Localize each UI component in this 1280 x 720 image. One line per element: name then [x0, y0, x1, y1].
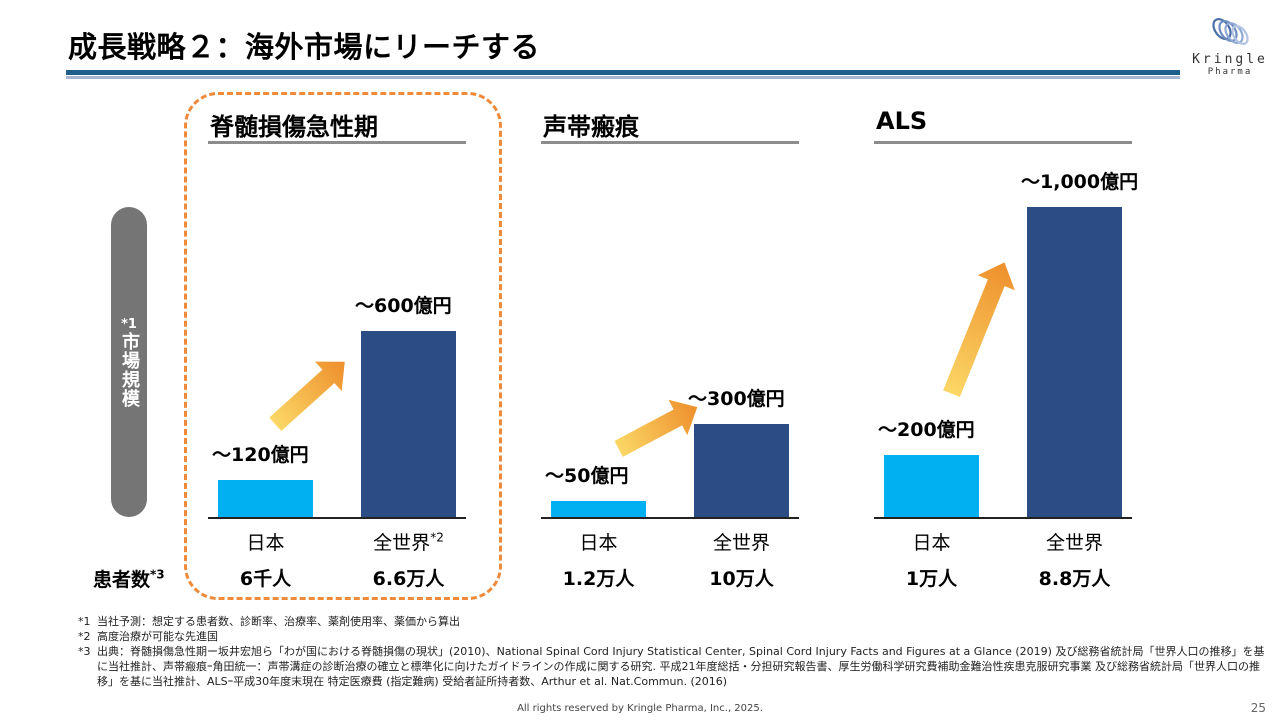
- patient-count-row-label: 患者数*3: [93, 565, 165, 592]
- category-label: 日本: [872, 528, 992, 555]
- patient-count: 8.8万人: [1038, 568, 1111, 590]
- footnote-key: *1: [78, 615, 91, 628]
- bar-value-label: ～1,000億円: [1021, 171, 1139, 193]
- chart-title: 脊髄損傷急性期: [210, 113, 378, 141]
- chart-title-rule: [541, 141, 799, 144]
- growth-arrow-shape: [269, 361, 345, 431]
- patient-count-footnote-ref: *3: [150, 567, 165, 582]
- footnotes: *1 当社予測：想定する患者数、診断率、治療率、薬剤使用率、薬価から算出 *2 高度…: [78, 614, 1267, 689]
- kringle-spiral-logo-icon: [1212, 18, 1249, 45]
- copyright-footer: All rights reserved by Kringle Pharma, I…: [517, 703, 763, 714]
- chart-baseline: [874, 517, 1132, 519]
- patient-count: 6.6万人: [372, 568, 445, 590]
- footnote-3: *3 出典：脊髄損傷急性期ー坂井宏旭ら「わが国における脊髄損傷の現状」(2010)…: [78, 644, 1267, 689]
- footnote-2: *2 高度治療が可能な先進国: [78, 629, 1267, 644]
- logo-brand-text: Kringle: [1192, 52, 1268, 67]
- category-label: 日本: [206, 528, 326, 555]
- category-label: 日本: [539, 528, 659, 555]
- footnote-text: 出典：脊髄損傷急性期ー坂井宏旭ら「わが国における脊髄損傷の現状」(2010)、N…: [97, 645, 1265, 688]
- category-text: 全世界: [373, 532, 431, 554]
- spinal-cord-highlight-box: [184, 92, 502, 600]
- category-text: 全世界: [712, 532, 770, 554]
- market-size-footnote-ref: *1: [121, 316, 137, 332]
- chart-baseline: [541, 517, 799, 519]
- bar-world: [694, 424, 789, 517]
- bar-japan: [218, 480, 313, 517]
- footnote-1: *1 当社予測：想定する患者数、診断率、治療率、薬剤使用率、薬価から算出: [78, 614, 1267, 629]
- category-footnote-ref: *2: [430, 530, 444, 545]
- growth-arrow-shape: [613, 399, 697, 457]
- page-number: 25: [1250, 701, 1266, 715]
- patient-count: 1万人: [905, 568, 958, 590]
- bar-value-label: ～120億円: [212, 444, 309, 466]
- growth-arrow-icon: [613, 399, 697, 457]
- bar-value-label: ～300億円: [688, 388, 785, 410]
- patient-count: 1.2万人: [562, 568, 635, 590]
- chart-title-rule: [208, 141, 466, 144]
- patient-count-label-text: 患者数: [93, 569, 151, 591]
- category-text: 全世界: [1045, 532, 1103, 554]
- chart-title: ALS: [876, 107, 928, 135]
- bar-value-label: ～50億円: [545, 465, 629, 487]
- company-logo: Kringle Pharma: [1190, 14, 1270, 77]
- growth-arrow-shape: [942, 262, 1015, 397]
- title-underline-secondary: [66, 76, 1180, 79]
- market-size-axis-label: *1 市場規模: [111, 207, 147, 517]
- category-text: 日本: [246, 532, 285, 554]
- chart-title: 声帯瘢痕: [543, 113, 639, 141]
- footnote-text: 当社予測：想定する患者数、診断率、治療率、薬剤使用率、薬価から算出: [97, 615, 460, 628]
- patient-count: 10万人: [709, 568, 774, 590]
- growth-arrow-icon: [269, 361, 345, 431]
- market-size-label: 市場規模: [119, 331, 140, 408]
- bar-world: [1027, 207, 1122, 517]
- bar-japan: [884, 455, 979, 517]
- slide-title: 成長戦略２：海外市場にリーチする: [68, 30, 541, 64]
- footnote-key: *3: [78, 645, 91, 658]
- growth-arrow-icon: [942, 262, 1015, 397]
- footnote-text: 高度治療が可能な先進国: [97, 630, 218, 643]
- category-text: 日本: [912, 532, 951, 554]
- chart-baseline: [208, 517, 466, 519]
- bar-japan: [551, 501, 646, 517]
- bar-value-label: ～200億円: [878, 419, 975, 441]
- chart-title-rule: [874, 141, 1132, 144]
- footnote-key: *2: [78, 630, 91, 643]
- category-text: 日本: [579, 532, 618, 554]
- bar-world: [361, 331, 456, 517]
- logo-sub-text: Pharma: [1207, 67, 1253, 77]
- bar-value-label: ～600億円: [355, 295, 452, 317]
- patient-count: 6千人: [239, 568, 292, 590]
- category-label: 全世界: [1015, 528, 1135, 555]
- title-underline: [66, 70, 1180, 75]
- category-label: 全世界*2: [349, 528, 469, 555]
- category-label: 全世界: [682, 528, 802, 555]
